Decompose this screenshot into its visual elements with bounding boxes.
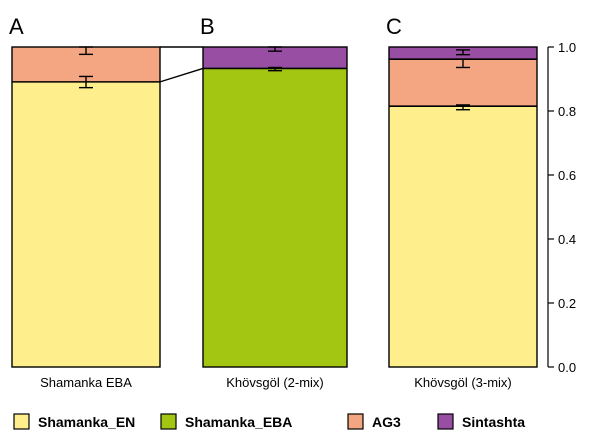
- y-tick-label: 1.0: [558, 40, 576, 55]
- connector-line-bottom: [159, 67, 204, 83]
- bar-segment-shamanka-en: [12, 81, 160, 367]
- bar-outline: [388, 46, 538, 368]
- y-tick-label: 0.2: [558, 296, 576, 311]
- error-bar: [79, 75, 93, 89]
- panel-label-c: C: [386, 14, 402, 39]
- error-bar: [268, 46, 282, 52]
- error-bar: [456, 49, 470, 56]
- legend-swatch-shamanka-eba: [160, 413, 177, 430]
- legend-label-shamanka-eba: Shamanka_EBA: [185, 414, 292, 430]
- y-tick-label: 0.0: [558, 360, 576, 375]
- legend-swatch-shamanka-en: [13, 413, 30, 430]
- y-axis: 0.0 0.2 0.4 0.6 0.8 1.0: [547, 40, 576, 375]
- legend-label-ag3: AG3: [372, 414, 401, 430]
- error-bar: [79, 46, 93, 56]
- category-label: Shamanka EBA: [40, 375, 132, 390]
- error-bar: [268, 66, 282, 72]
- y-tick-label: 0.8: [558, 104, 576, 119]
- y-tick-label: 0.6: [558, 168, 576, 183]
- bar-segment-shamanka-eba: [203, 68, 347, 367]
- y-tick-label: 0.4: [558, 232, 576, 247]
- category-label: Khövsgöl (2-mix): [226, 375, 324, 390]
- error-bar: [456, 104, 470, 111]
- legend-label-shamanka-en: Shamanka_EN: [38, 414, 135, 430]
- category-label: Khövsgöl (3-mix): [414, 375, 512, 390]
- legend-swatch-ag3: [347, 413, 364, 430]
- panel-label-a: A: [9, 14, 24, 39]
- panels-layer: A Shamanka EBA B Khövsgöl (2-mix) C Khövsgöl …: [9, 14, 538, 390]
- error-bar: [456, 58, 470, 69]
- legend: Shamanka_EN Shamanka_EBA AG3 Sintashta: [13, 413, 525, 430]
- panel-label-b: B: [200, 14, 215, 39]
- legend-swatch-sintashta: [437, 413, 454, 430]
- bar-segment-shamanka-en: [389, 106, 537, 367]
- legend-label-sintashta: Sintashta: [462, 414, 525, 430]
- bar-segment-sintashta: [203, 47, 347, 69]
